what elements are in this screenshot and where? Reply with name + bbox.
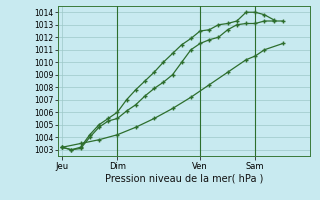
X-axis label: Pression niveau de la mer( hPa ): Pression niveau de la mer( hPa ) — [105, 173, 263, 183]
